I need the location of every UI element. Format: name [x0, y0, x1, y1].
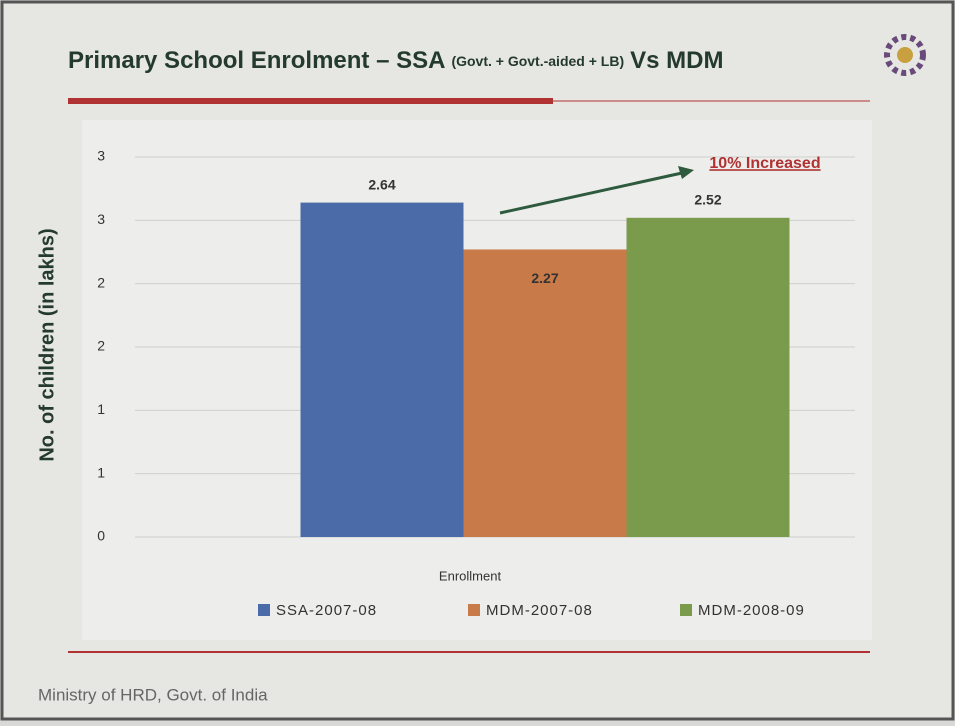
y-tick-label: 0 [97, 528, 105, 544]
value-label: 2.64 [368, 176, 395, 192]
legend-label: SSA-2007-08 [276, 602, 377, 619]
title-main: Primary School Enrolment – SSA [68, 47, 445, 74]
y-tick-label: 2 [97, 338, 105, 354]
value-label: 2.27 [531, 270, 558, 286]
bar [300, 202, 464, 537]
y-tick-label: 3 [97, 211, 105, 227]
legend-swatch [680, 604, 692, 616]
y-axis-label: No. of children (in lakhs) [36, 228, 58, 461]
annotation: 10% Increased [709, 155, 820, 172]
title-end: Vs MDM [630, 47, 723, 74]
bar [463, 249, 627, 537]
legend-label: MDM-2007-08 [486, 602, 593, 619]
y-tick-label: 2 [97, 274, 105, 290]
legend-swatch [258, 604, 270, 616]
title-rule [68, 98, 553, 104]
logo [884, 34, 926, 76]
legend-label: MDM-2008-09 [698, 602, 805, 619]
y-tick-label: 1 [97, 464, 105, 480]
annotation-arrow [499, 171, 683, 215]
y-tick-label: 1 [97, 401, 105, 417]
y-tick-label: 3 [97, 148, 105, 164]
legend-swatch [468, 604, 480, 616]
annotation-arrowhead [678, 166, 694, 179]
chart-title: Primary School Enrolment – SSA (Govt. + G… [68, 47, 723, 74]
plot: 0 1 1 2 2 3 3 Enrollment 2.64 2.27 2.52 10% Increas… [97, 148, 855, 619]
x-tick-label: Enrollment [439, 568, 502, 583]
bar [626, 217, 790, 538]
value-label: 2.52 [694, 192, 721, 208]
footer: Ministry of HRD, Govt. of India [38, 685, 268, 704]
title-note: (Govt. + Govt.-aided + LB) [451, 53, 624, 69]
